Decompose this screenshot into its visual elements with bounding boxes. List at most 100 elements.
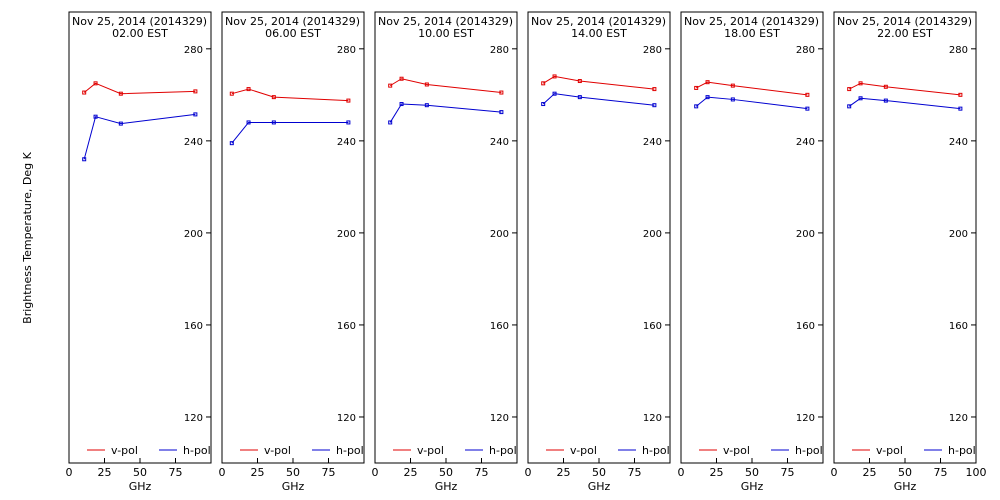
series-line-v-pol [389,78,502,94]
series-line-h-pol [231,121,349,144]
y-tick-label: 160 [337,321,356,332]
panel-5: Nov 25, 2014 (2014329)18.00 EST 120 160 200… [678,11,824,493]
panel-title: Nov 25, 2014 (2014329) [531,15,666,28]
x-tick-label: 50 [439,466,453,479]
x-axis-label: GHz [435,480,458,493]
x-tick-label: 0 [525,466,532,479]
data-point-h-pol [193,112,198,117]
panel-title: Nov 25, 2014 (2014329) [72,15,207,28]
data-point-h-pol [499,110,504,115]
x-tick-label: 25 [251,466,265,479]
panel-time: 18.00 EST [724,27,780,40]
data-point-h-pol [883,98,888,103]
data-point-h-pol [118,121,123,126]
y-tick-label: 160 [949,321,968,332]
x-tick-label: 50 [592,466,606,479]
x-tick-label: 25 [557,466,571,479]
data-point-v-pol [193,89,198,94]
y-axis-label: Brightness Temperature, Deg K [21,151,34,323]
data-point-v-pol [552,74,557,79]
series-line-v-pol [695,81,808,96]
legend-label-v-pol: v-pol [570,444,597,457]
y-tick-label: 280 [643,45,662,56]
y-tick-label: 120 [490,413,509,424]
data-point-v-pol [229,91,234,96]
y-tick-label: 280 [337,45,356,56]
data-point-v-pol [805,92,810,97]
legend-label-h-pol: h-pol [489,444,517,457]
data-point-v-pol [399,76,404,81]
data-point-v-pol [730,83,735,88]
y-tick-label: 120 [184,413,203,424]
data-point-h-pol [424,103,429,108]
legend-label-v-pol: v-pol [417,444,444,457]
x-axis-label: GHz [741,480,764,493]
panel-6: Nov 25, 2014 (2014329)22.00 EST 120 160 200… [831,11,987,493]
x-tick-label: 0 [219,466,226,479]
series-line-h-pol [83,113,196,160]
data-point-v-pol [346,98,351,103]
data-point-h-pol [346,120,351,125]
x-tick-label: 0 [678,466,685,479]
panel-time: 02.00 EST [112,27,168,40]
x-tick-label: 0 [372,466,379,479]
x-tick-label: 0 [831,466,838,479]
data-point-h-pol [694,104,699,109]
y-tick-label: 280 [949,45,968,56]
series-line-h-pol [389,103,502,123]
data-point-v-pol [82,90,87,95]
y-tick-label: 120 [949,413,968,424]
y-tick-label: 280 [184,45,203,56]
y-tick-label: 200 [796,229,815,240]
data-point-v-pol [883,84,888,89]
x-tick-label: 50 [133,466,147,479]
series-line-v-pol [542,75,655,90]
x-tick-label: 25 [863,466,877,479]
data-point-h-pol [705,95,710,100]
data-point-h-pol [730,97,735,102]
series-line-v-pol [848,82,961,96]
data-point-h-pol [388,120,393,125]
legend-label-h-pol: h-pol [183,444,211,457]
series-line-h-pol [542,93,655,106]
x-tick-label: 75 [169,466,183,479]
y-tick-label: 240 [337,137,356,148]
y-tick-label: 200 [643,229,662,240]
y-tick-label: 120 [337,413,356,424]
x-tick-label: 75 [322,466,336,479]
x-tick-label: 100 [966,466,987,479]
data-point-h-pol [246,120,251,125]
y-tick-label: 240 [949,137,968,148]
series-line-h-pol [848,97,961,110]
x-tick-label: 0 [66,466,73,479]
data-point-v-pol [246,87,251,92]
legend-label-v-pol: v-pol [111,444,138,457]
data-point-h-pol [271,120,276,125]
panel-4: Nov 25, 2014 (2014329)14.00 EST 120 160 200… [525,11,671,493]
data-point-v-pol [118,91,123,96]
legend-label-h-pol: h-pol [336,444,364,457]
series-line-v-pol [231,88,349,102]
data-point-h-pol [399,102,404,107]
y-tick-label: 160 [796,321,815,332]
data-point-h-pol [805,106,810,111]
x-axis-label: GHz [282,480,305,493]
y-tick-label: 240 [184,137,203,148]
y-tick-label: 240 [643,137,662,148]
y-tick-label: 240 [490,137,509,148]
data-point-v-pol [705,80,710,85]
x-tick-label: 75 [475,466,489,479]
y-tick-label: 160 [184,321,203,332]
data-point-v-pol [577,79,582,84]
x-tick-label: 50 [745,466,759,479]
chart-panels: Nov 25, 2014 (2014329)02.00 EST120160200… [66,11,987,493]
legend-label-h-pol: h-pol [948,444,976,457]
y-tick-label: 280 [490,45,509,56]
x-tick-label: 75 [628,466,642,479]
data-point-h-pol [847,104,852,109]
data-point-h-pol [958,106,963,111]
data-point-v-pol [388,83,393,88]
data-point-h-pol [93,114,98,119]
x-axis-label: GHz [129,480,152,493]
